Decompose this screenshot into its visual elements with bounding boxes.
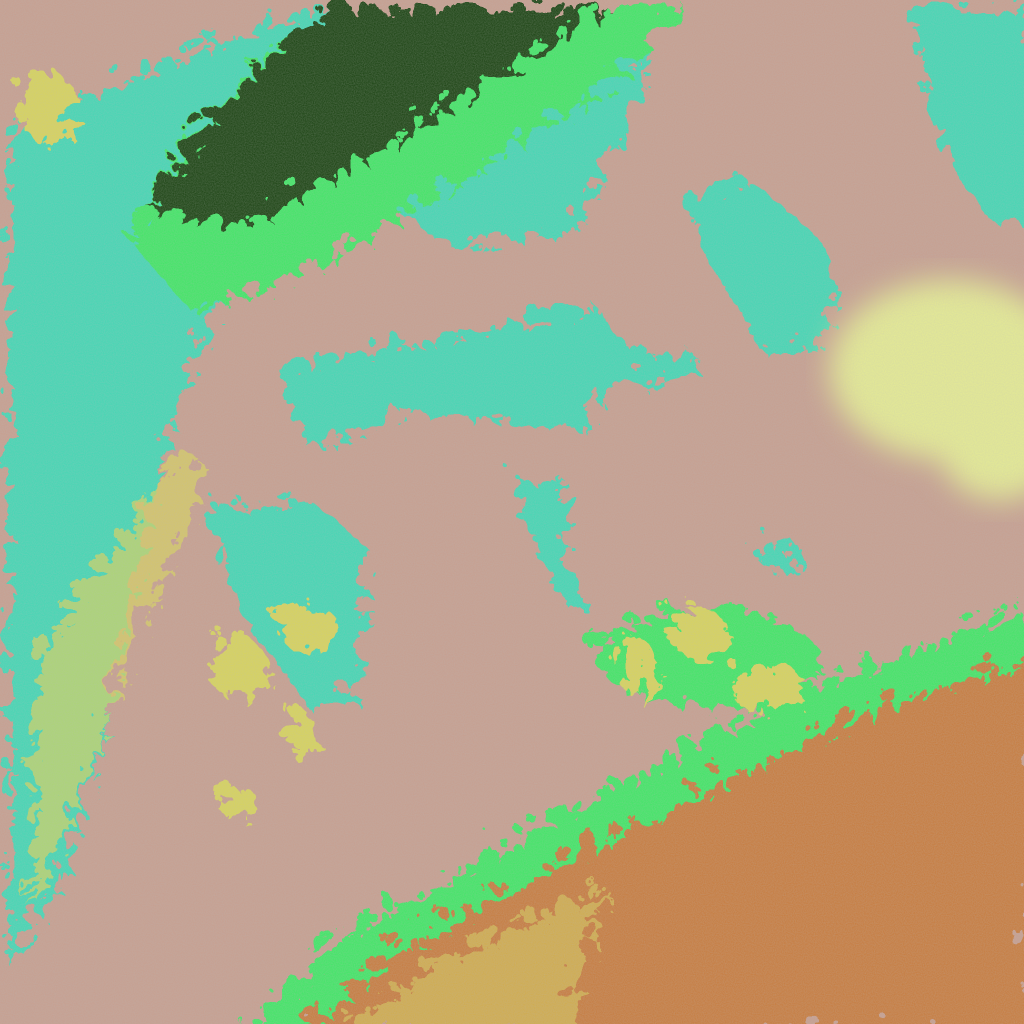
satellite-image [0,0,1024,1024]
texture-noise [0,0,1024,1024]
